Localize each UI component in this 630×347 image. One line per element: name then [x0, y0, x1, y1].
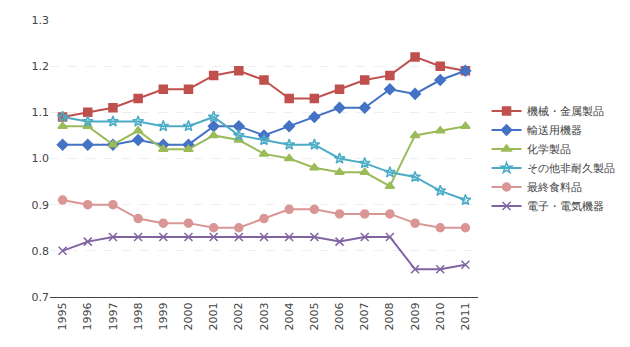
svg-text:その他非耐久製品: その他非耐久製品	[527, 162, 615, 175]
svg-text:0.7: 0.7	[32, 291, 50, 304]
svg-text:1997: 1997	[107, 302, 120, 330]
svg-text:1998: 1998	[132, 302, 145, 330]
svg-text:2009: 2009	[409, 302, 422, 330]
svg-text:2001: 2001	[207, 302, 220, 330]
svg-text:1.1: 1.1	[32, 106, 50, 119]
svg-text:1.3: 1.3	[32, 14, 50, 27]
svg-text:2010: 2010	[434, 302, 447, 330]
svg-text:1995: 1995	[56, 302, 69, 330]
svg-text:1.2: 1.2	[32, 60, 50, 73]
svg-text:1999: 1999	[157, 302, 170, 330]
svg-text:2007: 2007	[358, 302, 371, 330]
svg-text:2011: 2011	[459, 302, 472, 330]
svg-text:0.9: 0.9	[32, 199, 50, 212]
svg-text:機械・金属製品: 機械・金属製品	[527, 105, 604, 118]
svg-text:電子・電気機器: 電子・電気機器	[527, 200, 604, 213]
svg-text:2002: 2002	[232, 302, 245, 330]
svg-text:1.0: 1.0	[32, 152, 50, 165]
svg-text:2000: 2000	[182, 302, 195, 330]
svg-text:2005: 2005	[308, 302, 321, 330]
svg-text:2008: 2008	[383, 302, 396, 330]
svg-text:2006: 2006	[333, 302, 346, 330]
svg-text:輸送用機器: 輸送用機器	[527, 124, 582, 137]
svg-text:0.8: 0.8	[32, 245, 50, 258]
svg-text:2004: 2004	[283, 302, 296, 330]
svg-text:最終食料品: 最終食料品	[527, 181, 582, 194]
svg-text:2003: 2003	[258, 302, 271, 330]
svg-text:1996: 1996	[81, 302, 94, 330]
svg-text:化学製品: 化学製品	[527, 143, 571, 156]
